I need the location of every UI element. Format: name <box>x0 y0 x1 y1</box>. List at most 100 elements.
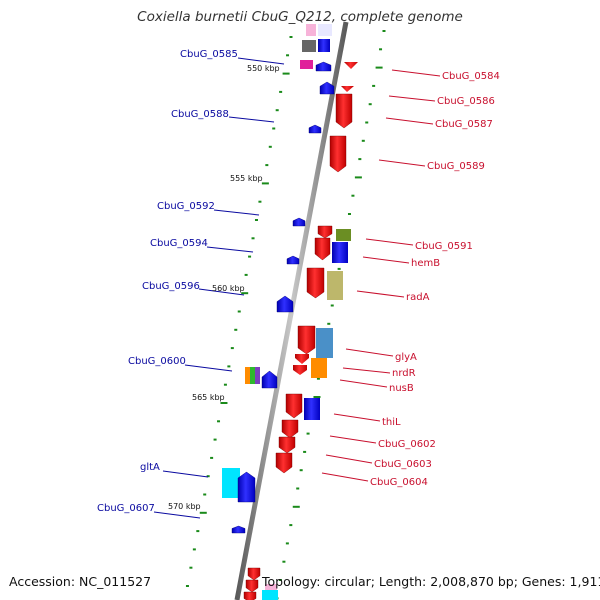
gene-arrow-plus[interactable] <box>285 393 303 419</box>
scale-tick <box>254 219 258 221</box>
gene-block-minus[interactable] <box>304 398 320 420</box>
gene-label-left[interactable]: CbuG_0594 <box>150 238 208 249</box>
gene-arrow-minus[interactable] <box>276 295 294 313</box>
kbp-label: 560 kbp <box>212 284 245 293</box>
leader-line <box>213 209 260 216</box>
gene-arrow-plus[interactable] <box>306 267 325 299</box>
leader-line <box>356 290 405 298</box>
gene-block[interactable] <box>327 271 343 300</box>
leader-line <box>345 348 394 357</box>
scale-tick <box>230 347 234 350</box>
scale-tick <box>282 72 290 75</box>
gene-block[interactable] <box>222 468 240 498</box>
scale-tick <box>261 182 269 185</box>
scale-tick <box>237 310 241 313</box>
gene-arrow-minus[interactable] <box>261 370 278 389</box>
gene-arrow-plus[interactable] <box>341 86 354 92</box>
gene-label-right[interactable]: CbuG_0587 <box>435 119 493 130</box>
scale-tick <box>285 542 289 545</box>
rna-feature[interactable] <box>300 60 313 69</box>
gene-label-right[interactable]: CbuG_0602 <box>378 439 436 450</box>
leader-line <box>162 470 209 478</box>
gene-block[interactable] <box>245 367 250 384</box>
gene-arrow-minus[interactable] <box>308 124 322 134</box>
gene-label-right[interactable]: hemB <box>411 258 440 269</box>
pseudogene-block[interactable] <box>302 40 316 52</box>
gene-arrow-plus[interactable] <box>275 452 293 474</box>
scale-tick <box>354 176 362 179</box>
rna-feature[interactable] <box>306 24 316 36</box>
scale-tick <box>330 304 334 307</box>
gene-arrow-plus[interactable] <box>335 93 353 129</box>
scale-tick <box>234 328 238 331</box>
leader-line <box>365 238 414 246</box>
gene-arrow-minus[interactable] <box>231 525 246 534</box>
gene-block-minus[interactable] <box>318 39 330 52</box>
gene-block[interactable] <box>316 328 333 358</box>
gene-label-left[interactable]: CbuG_0596 <box>142 281 200 292</box>
gene-block[interactable] <box>250 367 255 384</box>
leader-line <box>325 454 373 464</box>
gene-block[interactable] <box>336 229 351 241</box>
gene-label-right[interactable]: CbuG_0591 <box>415 241 473 252</box>
leader-line <box>198 288 245 296</box>
scale-tick <box>241 292 249 295</box>
gene-arrow-plus[interactable] <box>314 237 331 261</box>
scale-tick <box>292 505 300 508</box>
gene-label-right[interactable]: CbuG_0584 <box>442 71 500 82</box>
gene-block[interactable] <box>318 24 332 36</box>
gene-label-left[interactable]: gltA <box>140 462 160 473</box>
gene-label-right[interactable]: CbuG_0589 <box>427 161 485 172</box>
gene-arrow-minus[interactable] <box>237 471 256 503</box>
scale-tick <box>268 145 272 148</box>
gene-label-right[interactable]: nrdR <box>392 368 416 379</box>
gene-label-right[interactable]: radA <box>406 292 430 303</box>
accession-text: Accession: NC_011527 <box>9 574 152 589</box>
gene-label-right[interactable]: thiL <box>382 417 401 428</box>
gene-arrow-minus[interactable] <box>315 61 332 72</box>
gene-label-right[interactable]: CbuG_0586 <box>437 96 495 107</box>
gene-label-left[interactable]: CbuG_0588 <box>171 109 229 120</box>
scale-tick <box>251 237 255 240</box>
gene-arrow-plus[interactable] <box>245 579 259 593</box>
gene-arrow-plus[interactable] <box>317 225 333 239</box>
leader-line <box>206 246 254 253</box>
gene-label-right[interactable]: glyA <box>395 352 417 363</box>
rna-feature[interactable] <box>265 584 277 590</box>
gene-arrow-plus[interactable] <box>295 354 309 364</box>
gene-arrow-minus[interactable] <box>319 81 335 95</box>
gene-arrow-minus[interactable] <box>286 255 300 265</box>
scale-tick <box>265 164 269 167</box>
gene-arrow-plus[interactable] <box>297 325 316 355</box>
kbp-label: 555 kbp <box>230 174 263 183</box>
scale-tick <box>361 139 365 142</box>
gene-arrow-plus[interactable] <box>247 567 261 581</box>
leader-line <box>153 511 201 519</box>
gene-label-left[interactable]: CbuG_0600 <box>128 356 186 367</box>
gene-arrow-plus[interactable] <box>329 135 347 173</box>
gene-arrow-plus[interactable] <box>293 365 307 375</box>
gene-label-left[interactable]: CbuG_0607 <box>97 503 155 514</box>
gene-arrow-minus[interactable] <box>292 217 306 227</box>
gene-arrow-plus[interactable] <box>243 591 257 600</box>
gene-label-right[interactable]: CbuG_0604 <box>370 477 428 488</box>
scale-tick <box>296 487 300 490</box>
gene-block[interactable] <box>262 590 278 600</box>
gene-block[interactable] <box>311 358 327 378</box>
gene-arrow-plus[interactable] <box>281 419 299 439</box>
gene-arrow-plus[interactable] <box>278 436 296 454</box>
kbp-label: 570 kbp <box>168 502 201 511</box>
leader-line <box>228 116 275 123</box>
gene-label-left[interactable]: CbuG_0585 <box>180 49 238 60</box>
gene-label-right[interactable]: nusB <box>389 383 414 394</box>
gene-block[interactable] <box>255 367 260 384</box>
scale-tick <box>206 475 210 478</box>
gene-label-left[interactable]: CbuG_0592 <box>157 201 215 212</box>
gene-label-right[interactable]: CbuG_0603 <box>374 459 432 470</box>
gene-block-minus[interactable] <box>332 242 348 263</box>
scale-tick <box>327 322 331 325</box>
scale-tick <box>223 383 227 386</box>
leader-line <box>391 69 441 77</box>
gene-arrow-plus[interactable] <box>344 62 358 69</box>
